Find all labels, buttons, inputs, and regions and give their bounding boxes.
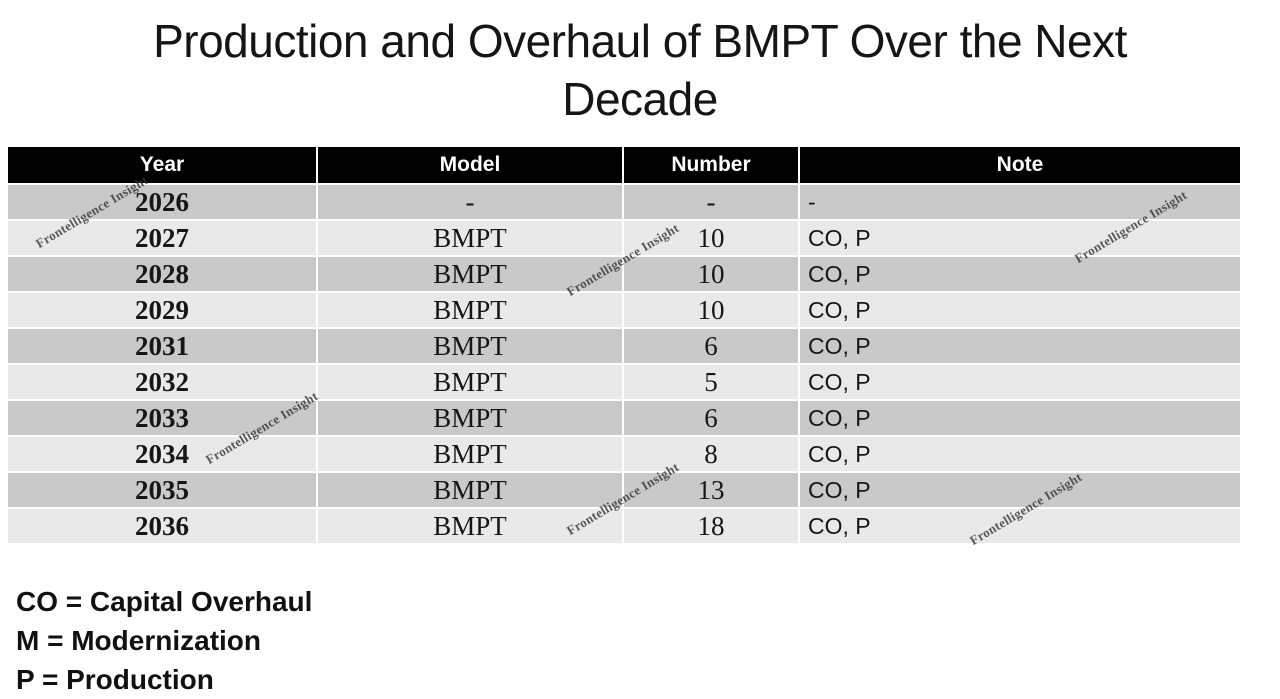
table-cell: 2032 xyxy=(8,365,316,399)
table-cell: 2035 xyxy=(8,473,316,507)
table-cell: BMPT xyxy=(318,257,622,291)
table-cell: 2026 xyxy=(8,185,316,219)
table-cell: BMPT xyxy=(318,473,622,507)
table-cell: CO, P xyxy=(800,293,1240,327)
page-title: Production and Overhaul of BMPT Over the… xyxy=(0,12,1280,128)
table-cell: 2031 xyxy=(8,329,316,363)
table-cell: 2029 xyxy=(8,293,316,327)
table-cell: 5 xyxy=(624,365,798,399)
table-cell: 10 xyxy=(624,293,798,327)
bmpt-table: Year Model Number Note 2026- - -2027 BMPT 10… xyxy=(8,147,1240,543)
table-cell: - xyxy=(800,185,1240,219)
legend-item-m: M = Modernization xyxy=(16,625,261,656)
column-header-year: Year xyxy=(8,147,316,183)
page-title-line-2: Decade xyxy=(562,73,718,125)
legend-item-co: CO = Capital Overhaul xyxy=(16,586,313,617)
table-cell: 8 xyxy=(624,437,798,471)
table-cell: BMPT xyxy=(318,329,622,363)
table-cell: 2027 xyxy=(8,221,316,255)
legend-item-p: P = Production xyxy=(16,664,214,695)
table-cell: CO, P xyxy=(800,437,1240,471)
table-cell: BMPT xyxy=(318,509,622,543)
table-cell: BMPT xyxy=(318,365,622,399)
page-title-line-1: Production and Overhaul of BMPT Over the… xyxy=(153,15,1127,67)
table-cell: 2028 xyxy=(8,257,316,291)
table-cell: BMPT xyxy=(318,401,622,435)
table-cell: 18 xyxy=(624,509,798,543)
table-cell: - xyxy=(624,185,798,219)
table-cell: BMPT xyxy=(318,293,622,327)
table-cell: BMPT xyxy=(318,221,622,255)
table-cell: CO, P xyxy=(800,401,1240,435)
table-cell: CO, P xyxy=(800,221,1240,255)
table-cell: 10 xyxy=(624,257,798,291)
table-cell: 2033 xyxy=(8,401,316,435)
table-cell: 6 xyxy=(624,329,798,363)
table-cell: CO, P xyxy=(800,329,1240,363)
column-header-note: Note xyxy=(800,147,1240,183)
table-cell: 10 xyxy=(624,221,798,255)
table-cell: CO, P xyxy=(800,509,1240,543)
legend: CO = Capital Overhaul M = Modernization … xyxy=(16,582,312,699)
column-header-model: Model xyxy=(318,147,622,183)
table-cell: 13 xyxy=(624,473,798,507)
table-cell: 6 xyxy=(624,401,798,435)
table-cell: 2036 xyxy=(8,509,316,543)
table-cell: CO, P xyxy=(800,473,1240,507)
table-cell: CO, P xyxy=(800,365,1240,399)
table-cell: CO, P xyxy=(800,257,1240,291)
table-cell: - xyxy=(318,185,622,219)
table-cell: 2034 xyxy=(8,437,316,471)
column-header-number: Number xyxy=(624,147,798,183)
table-cell: BMPT xyxy=(318,437,622,471)
